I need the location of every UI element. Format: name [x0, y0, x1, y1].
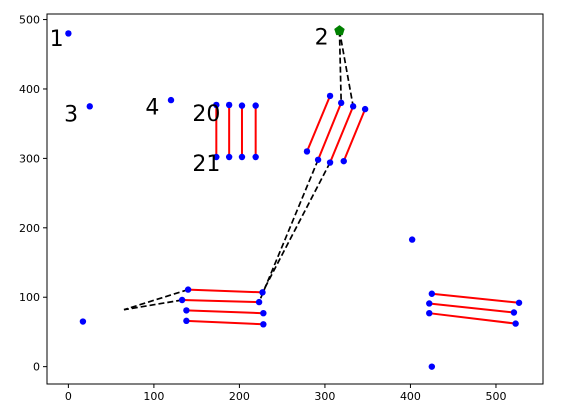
red-segment [186, 319, 264, 326]
data-point [183, 307, 190, 314]
data-point [238, 153, 246, 161]
red-segment [429, 302, 515, 314]
data-point [428, 363, 436, 370]
data-point [515, 299, 523, 306]
annotation-label: 4 [145, 96, 159, 121]
data-point [225, 153, 233, 161]
annotation-label: 3 [64, 103, 78, 128]
red-segment [306, 95, 331, 152]
segment-group [182, 95, 520, 326]
marker-group [334, 25, 345, 36]
data-point [326, 159, 334, 166]
x-tick-label: 300 [314, 390, 335, 403]
data-point [255, 298, 263, 306]
data-point [408, 236, 416, 243]
annotation-label: 21 [192, 152, 220, 177]
data-point [65, 30, 72, 37]
data-point [213, 153, 220, 161]
y-tick-label: 500 [19, 14, 40, 27]
dashed-path-segment [338, 30, 343, 103]
data-point [340, 157, 347, 165]
data-point [428, 290, 436, 297]
red-segment [429, 312, 516, 325]
data-point [260, 321, 267, 328]
annotation-label: 2 [315, 26, 329, 51]
data-point [178, 296, 186, 304]
x-tick-label: 500 [485, 390, 506, 403]
y-tick-label: 200 [19, 222, 40, 235]
data-point [86, 103, 93, 110]
red-segment [188, 288, 263, 294]
data-point [167, 96, 175, 104]
dashed-path-segment [338, 30, 354, 107]
red-segment [431, 292, 520, 304]
annotation-group: 1 2 3 4 20 21 [50, 26, 329, 177]
annotation-label: 20 [192, 102, 220, 127]
data-point [79, 318, 87, 325]
dashed-path-segment [123, 288, 189, 311]
y-axis-ticks: 0 100 200 300 400 500 [19, 14, 47, 374]
y-tick-label: 400 [19, 83, 40, 96]
pentagon-marker [334, 25, 345, 36]
annotation-label: 1 [50, 27, 64, 52]
data-point [259, 289, 266, 296]
x-tick-label: 400 [400, 390, 421, 403]
data-point [314, 156, 322, 163]
data-point [213, 101, 220, 109]
red-segment [186, 309, 264, 315]
x-tick-label: 0 [65, 390, 72, 403]
x-tick-label: 200 [229, 390, 250, 403]
data-point [184, 286, 192, 293]
data-point [349, 103, 357, 110]
y-tick-label: 300 [19, 152, 40, 165]
path-group [123, 30, 354, 311]
red-segment [182, 299, 260, 304]
y-tick-label: 0 [33, 361, 40, 374]
data-point [426, 309, 433, 317]
data-point [510, 309, 518, 316]
data-point [512, 320, 519, 327]
plot-area [46, 13, 544, 385]
data-point [260, 309, 267, 317]
x-tick-label: 100 [143, 390, 164, 403]
red-segment [342, 108, 367, 162]
data-point [225, 101, 233, 109]
dashed-path-segment [261, 162, 331, 293]
data-point [183, 317, 190, 325]
data-point [326, 92, 334, 100]
data-point [238, 102, 246, 109]
dashed-path-segment [123, 299, 183, 311]
y-tick-label: 100 [19, 291, 40, 304]
point-group [65, 30, 523, 370]
data-point [426, 300, 433, 307]
data-point [252, 102, 259, 109]
red-segment [329, 105, 355, 163]
data-point [337, 99, 345, 107]
data-point [361, 105, 369, 113]
dashed-path-segment [258, 159, 319, 303]
data-point [303, 148, 311, 155]
x-axis-ticks: 0 100 200 300 400 500 [65, 384, 506, 403]
data-point [252, 153, 259, 161]
red-segment [317, 102, 343, 161]
